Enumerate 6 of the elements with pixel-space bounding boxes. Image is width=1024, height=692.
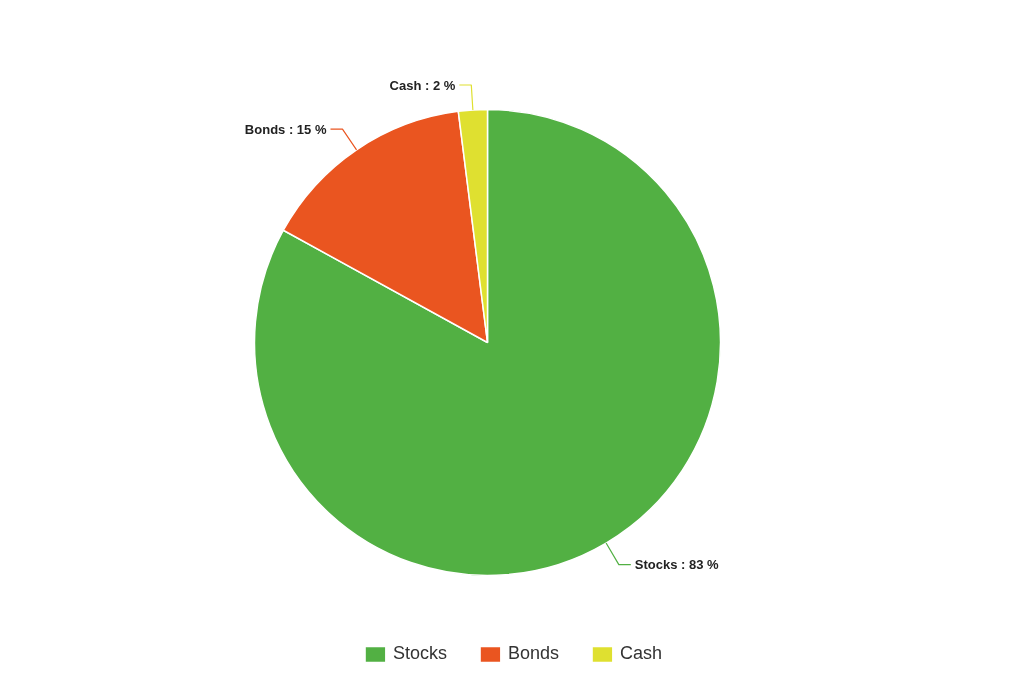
legend-label: Bonds [507, 643, 560, 664]
data-label: Bonds : 15 % [244, 121, 327, 137]
legend-label: Cash [620, 643, 663, 664]
legend-label: Stocks [392, 643, 447, 664]
data-label: Cash : 2 % [389, 77, 456, 93]
data-label: Stocks : 83 % [634, 557, 720, 573]
